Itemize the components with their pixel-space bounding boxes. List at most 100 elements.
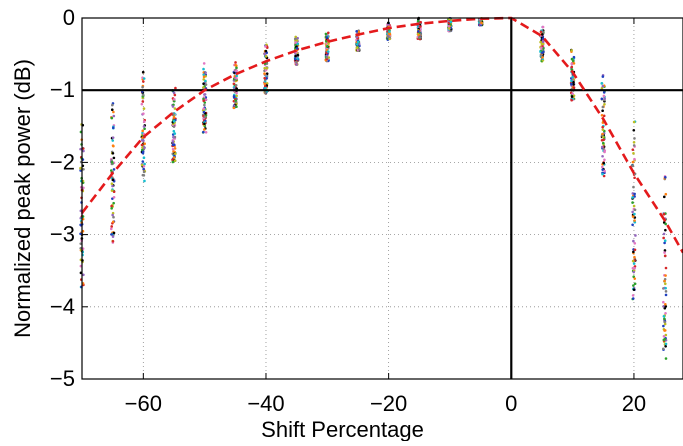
scatter-point xyxy=(171,158,174,162)
scatter-point xyxy=(143,146,146,149)
scatter-point xyxy=(570,62,574,66)
scatter-point xyxy=(235,74,239,78)
scatter-point xyxy=(663,320,666,324)
scatter-point xyxy=(632,284,635,287)
scatter-point xyxy=(203,128,206,131)
scatter-point xyxy=(112,195,116,199)
scatter-point xyxy=(265,72,269,76)
scatter-point xyxy=(294,54,297,58)
scatter-point xyxy=(601,75,605,78)
scatter-point xyxy=(358,48,361,51)
scatter-point xyxy=(631,294,635,297)
scatter-point xyxy=(204,71,207,75)
scatter-point xyxy=(112,215,115,219)
scatter-point xyxy=(264,84,267,88)
scatter-point xyxy=(541,40,545,43)
scatter-point xyxy=(631,160,635,164)
scatter-point xyxy=(110,189,114,192)
y-tick-label: −4 xyxy=(50,294,75,319)
scatter-point xyxy=(171,105,175,108)
scatter-point xyxy=(480,21,483,25)
scatter-point xyxy=(601,109,604,112)
scatter-point xyxy=(263,76,266,80)
scatter-point xyxy=(110,108,114,112)
scatter-point xyxy=(633,176,636,180)
scatter-point xyxy=(296,57,299,60)
scatter-point xyxy=(356,40,360,44)
scatter-point xyxy=(79,246,83,250)
scatter-point xyxy=(355,30,358,33)
scatter-point xyxy=(141,93,145,97)
scatter-point xyxy=(263,72,266,75)
scatter-point xyxy=(419,20,422,24)
scatter-point xyxy=(355,46,359,50)
scatter-point xyxy=(234,83,238,87)
scatter-point xyxy=(570,98,573,102)
scatter-column xyxy=(661,175,668,360)
scatter-point xyxy=(142,77,146,80)
scatter-point xyxy=(664,344,667,348)
scatter-point xyxy=(632,152,635,155)
y-tick-label: 0 xyxy=(63,5,75,30)
scatter-point xyxy=(632,250,635,254)
scatter-point xyxy=(664,286,667,290)
scatter-point xyxy=(386,35,390,39)
scatter-point xyxy=(663,241,666,245)
scatter-point xyxy=(663,317,666,321)
scatter-point xyxy=(663,329,666,332)
scatter-column xyxy=(416,16,423,41)
scatter-point xyxy=(633,195,636,198)
scatter-point xyxy=(600,82,604,85)
scatter-point xyxy=(572,83,575,86)
scatter-point xyxy=(293,37,297,41)
scatter-point xyxy=(662,300,665,304)
scatter-point xyxy=(449,20,453,24)
scatter-point xyxy=(664,357,668,360)
scatter-point xyxy=(264,55,268,58)
x-tick-label: −40 xyxy=(247,391,284,416)
scatter-point xyxy=(663,337,667,341)
scatter-point xyxy=(172,135,175,139)
scatter-point xyxy=(142,167,145,171)
scatter-point xyxy=(662,212,666,216)
reference-lines xyxy=(82,18,683,379)
scatter-point xyxy=(662,334,666,338)
scatter-point xyxy=(265,77,268,80)
scatter-point xyxy=(631,297,635,300)
scatter-point xyxy=(570,95,574,98)
scatter-point xyxy=(632,270,636,274)
scatter-point xyxy=(601,172,604,176)
axis-ticks: −60 −40 −20 0 20 0 −1 −2 −3 −4 −5 xyxy=(50,5,646,416)
scatter-point xyxy=(600,145,604,149)
scatter-point xyxy=(633,267,636,270)
scatter-point xyxy=(296,42,300,46)
scatter-point xyxy=(82,273,85,277)
scatter-point xyxy=(202,99,205,103)
scatter-point xyxy=(142,174,146,177)
scatter-point xyxy=(602,91,606,94)
scatter-point xyxy=(572,80,575,84)
scatter-point xyxy=(232,82,236,86)
scatter-point xyxy=(662,324,665,328)
scatter-point xyxy=(142,139,145,143)
scatter-point xyxy=(633,282,637,286)
scatter-point xyxy=(633,192,636,196)
scatter-column xyxy=(232,61,239,110)
scatter-point xyxy=(202,78,206,81)
scatter-point xyxy=(357,30,361,34)
scatter-point xyxy=(327,42,330,45)
scatter-point xyxy=(570,57,574,61)
scatter-point xyxy=(264,91,267,95)
scatter-point xyxy=(600,86,604,90)
scatter-point xyxy=(111,239,115,243)
scatter-point xyxy=(204,98,208,101)
scatter-point xyxy=(235,69,238,73)
scatter-point xyxy=(82,149,85,153)
scatter-point xyxy=(173,93,177,97)
scatter-point xyxy=(416,19,420,23)
fit-curve xyxy=(80,16,683,254)
scatter-point xyxy=(632,128,636,132)
scatter-point xyxy=(632,204,636,208)
scatter-point xyxy=(171,147,175,151)
